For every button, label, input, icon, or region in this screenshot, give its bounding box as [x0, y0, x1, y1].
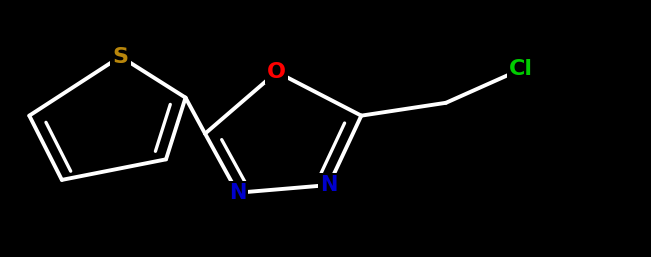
Text: O: O [267, 62, 286, 82]
Text: N: N [320, 175, 337, 195]
Text: N: N [229, 183, 246, 203]
Text: S: S [113, 47, 128, 67]
Text: Cl: Cl [509, 59, 533, 79]
